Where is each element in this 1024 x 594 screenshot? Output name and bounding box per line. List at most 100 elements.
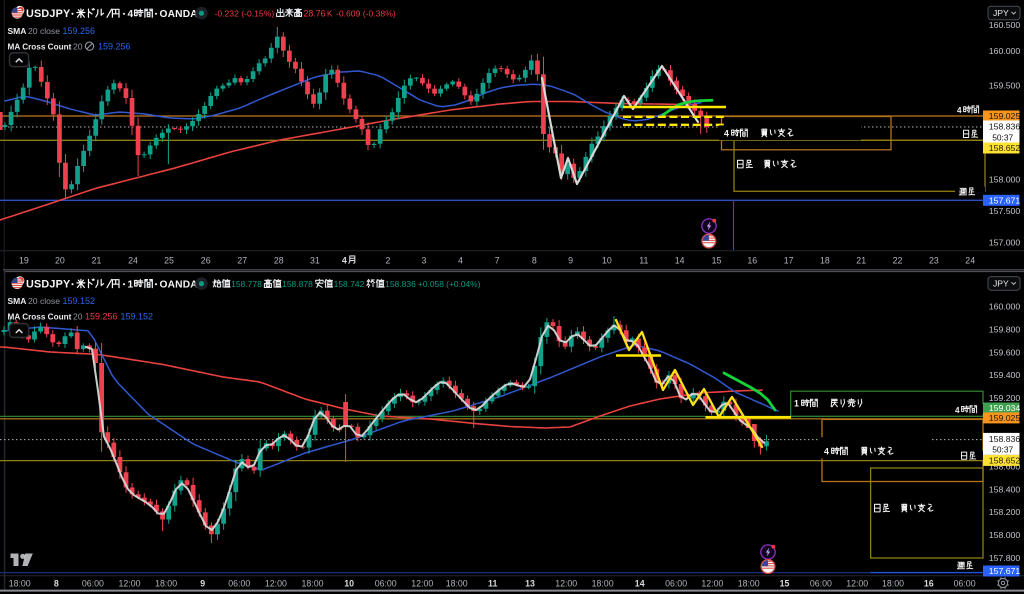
svg-text:11: 11 bbox=[488, 579, 497, 589]
svg-text:159.500: 159.500 bbox=[989, 80, 1021, 90]
svg-text:27: 27 bbox=[237, 255, 247, 265]
svg-text:158.600: 158.600 bbox=[989, 462, 1021, 472]
svg-text:06:00: 06:00 bbox=[810, 579, 832, 589]
svg-text:158.836: 158.836 bbox=[385, 279, 416, 289]
svg-text:MA Cross Count: MA Cross Count bbox=[8, 42, 72, 51]
svg-text:24: 24 bbox=[128, 255, 138, 265]
svg-text:8: 8 bbox=[532, 255, 537, 265]
svg-text:18: 18 bbox=[820, 255, 830, 265]
svg-text:159.600: 159.600 bbox=[989, 347, 1021, 357]
svg-text:20: 20 bbox=[55, 255, 65, 265]
svg-text:18:00: 18:00 bbox=[446, 579, 468, 589]
svg-text:157.671: 157.671 bbox=[989, 566, 1021, 576]
svg-text:18:00: 18:00 bbox=[9, 579, 31, 589]
svg-text:50:37: 50:37 bbox=[992, 445, 1013, 455]
svg-text:16: 16 bbox=[924, 579, 934, 589]
svg-text:20: 20 bbox=[73, 41, 83, 51]
svg-text:OANDA: OANDA bbox=[160, 280, 199, 291]
svg-text:17: 17 bbox=[784, 255, 794, 265]
svg-text:06:00: 06:00 bbox=[375, 579, 397, 589]
svg-text:21: 21 bbox=[856, 255, 866, 265]
svg-text:159.256: 159.256 bbox=[98, 41, 131, 51]
svg-text:10: 10 bbox=[344, 579, 354, 589]
svg-text:15: 15 bbox=[712, 255, 722, 265]
svg-text:-0.232 (-0.15%): -0.232 (-0.15%) bbox=[215, 9, 275, 19]
svg-text:11: 11 bbox=[639, 255, 648, 265]
svg-text:4: 4 bbox=[342, 255, 347, 265]
svg-text:2: 2 bbox=[386, 255, 391, 265]
svg-text:159.200: 159.200 bbox=[989, 393, 1021, 403]
svg-text:12:00: 12:00 bbox=[118, 579, 140, 589]
svg-text:158.742: 158.742 bbox=[334, 279, 365, 289]
svg-text:4: 4 bbox=[128, 9, 134, 20]
svg-text:158.000: 158.000 bbox=[989, 530, 1021, 540]
svg-text:158.000: 158.000 bbox=[989, 175, 1021, 185]
svg-text:18:00: 18:00 bbox=[882, 579, 904, 589]
svg-text:12:00: 12:00 bbox=[846, 579, 868, 589]
svg-text:158.652: 158.652 bbox=[989, 456, 1021, 466]
svg-text:JPY: JPY bbox=[993, 279, 1009, 289]
svg-text:4: 4 bbox=[957, 106, 962, 115]
svg-text:1: 1 bbox=[794, 399, 799, 409]
svg-text:158.200: 158.200 bbox=[989, 507, 1021, 517]
svg-text:22: 22 bbox=[893, 255, 903, 265]
svg-text:20 close: 20 close bbox=[28, 296, 60, 306]
svg-text:14: 14 bbox=[635, 579, 645, 589]
svg-text:12:00: 12:00 bbox=[411, 579, 433, 589]
svg-text:157.000: 157.000 bbox=[989, 238, 1021, 248]
svg-text:21: 21 bbox=[92, 255, 102, 265]
svg-text:20 close: 20 close bbox=[28, 26, 60, 36]
svg-text:06:00: 06:00 bbox=[228, 579, 250, 589]
svg-text:159.152: 159.152 bbox=[63, 296, 96, 306]
svg-text:4: 4 bbox=[724, 128, 729, 138]
svg-text:9: 9 bbox=[568, 255, 573, 265]
svg-text:1: 1 bbox=[128, 280, 134, 291]
svg-text:06:00: 06:00 bbox=[82, 579, 104, 589]
svg-text:18:00: 18:00 bbox=[155, 579, 177, 589]
svg-text:12:00: 12:00 bbox=[701, 579, 723, 589]
svg-text:160.000: 160.000 bbox=[989, 302, 1021, 312]
svg-text:9: 9 bbox=[200, 579, 205, 589]
svg-text:12:00: 12:00 bbox=[265, 579, 287, 589]
svg-text:+0.058 (+0.04%): +0.058 (+0.04%) bbox=[418, 279, 481, 289]
svg-text:159.256: 159.256 bbox=[85, 311, 118, 321]
svg-text:160.500: 160.500 bbox=[989, 20, 1021, 30]
svg-text:159.025: 159.025 bbox=[989, 111, 1021, 121]
svg-text:158.652: 158.652 bbox=[989, 143, 1021, 153]
svg-text:18:00: 18:00 bbox=[301, 579, 323, 589]
svg-text:50:37: 50:37 bbox=[992, 132, 1013, 142]
svg-text:7: 7 bbox=[495, 255, 500, 265]
svg-text:159.025: 159.025 bbox=[989, 413, 1021, 423]
svg-text:SMA: SMA bbox=[8, 296, 27, 306]
svg-text:13: 13 bbox=[525, 579, 535, 589]
svg-text:159.152: 159.152 bbox=[121, 311, 154, 321]
svg-text:4: 4 bbox=[824, 447, 829, 457]
svg-text:MA Cross Count: MA Cross Count bbox=[8, 312, 72, 321]
svg-text:JPY: JPY bbox=[993, 8, 1009, 18]
svg-text:28.76: 28.76 bbox=[304, 9, 326, 19]
svg-text:USDJPY: USDJPY bbox=[26, 279, 71, 291]
svg-text:158.836: 158.836 bbox=[989, 122, 1021, 132]
svg-text:23: 23 bbox=[929, 255, 939, 265]
svg-text:159.400: 159.400 bbox=[989, 370, 1021, 380]
svg-text:12:00: 12:00 bbox=[555, 579, 577, 589]
svg-text:158.836: 158.836 bbox=[989, 434, 1021, 444]
svg-text:USDJPY: USDJPY bbox=[26, 8, 71, 20]
svg-text:26: 26 bbox=[201, 255, 211, 265]
svg-text:10: 10 bbox=[602, 255, 612, 265]
svg-text:159.256: 159.256 bbox=[63, 26, 96, 36]
svg-text:24: 24 bbox=[965, 255, 975, 265]
svg-text:158.400: 158.400 bbox=[989, 484, 1021, 494]
svg-text:K: K bbox=[327, 10, 333, 19]
svg-text:157.800: 157.800 bbox=[989, 553, 1021, 563]
svg-text:OANDA: OANDA bbox=[160, 9, 199, 20]
svg-text:SMA: SMA bbox=[8, 26, 27, 36]
svg-text:159.800: 159.800 bbox=[989, 324, 1021, 334]
svg-text:4: 4 bbox=[458, 255, 463, 265]
svg-text:157.671: 157.671 bbox=[989, 195, 1021, 205]
svg-text:16: 16 bbox=[747, 255, 757, 265]
svg-text:4: 4 bbox=[955, 406, 960, 415]
svg-text:8: 8 bbox=[54, 579, 59, 589]
svg-text:14: 14 bbox=[675, 255, 685, 265]
svg-text:160.000: 160.000 bbox=[989, 46, 1021, 56]
